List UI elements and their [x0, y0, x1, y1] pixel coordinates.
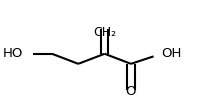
- Text: CH₂: CH₂: [93, 26, 116, 39]
- Text: HO: HO: [3, 47, 24, 60]
- Text: OH: OH: [161, 47, 182, 60]
- Text: O: O: [126, 85, 136, 98]
